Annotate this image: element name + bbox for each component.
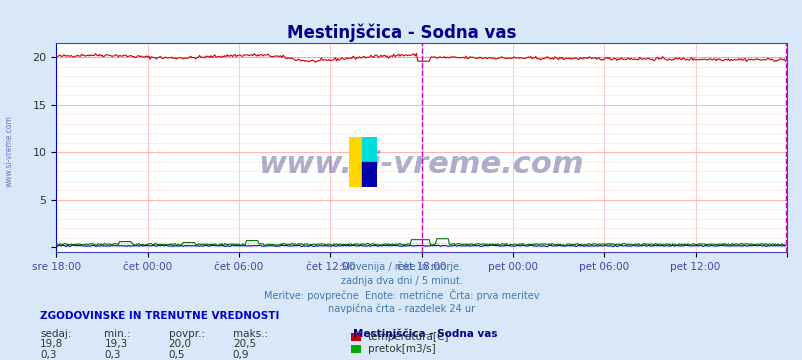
Text: 19,3: 19,3 (104, 339, 128, 350)
Text: zadnja dva dni / 5 minut.: zadnja dva dni / 5 minut. (340, 276, 462, 286)
Text: 0,3: 0,3 (40, 350, 57, 360)
Text: 20,0: 20,0 (168, 339, 192, 350)
Text: temperatura[C]: temperatura[C] (367, 332, 448, 342)
Text: sedaj:: sedaj: (40, 329, 71, 339)
Text: 20,5: 20,5 (233, 339, 256, 350)
Text: min.:: min.: (104, 329, 131, 339)
Polygon shape (349, 137, 362, 187)
Text: pretok[m3/s]: pretok[m3/s] (367, 344, 435, 354)
Text: 0,3: 0,3 (104, 350, 121, 360)
Text: Mestinjščica - Sodna vas: Mestinjščica - Sodna vas (286, 23, 516, 42)
Polygon shape (362, 137, 377, 162)
Text: Mestinjščica - Sodna vas: Mestinjščica - Sodna vas (353, 329, 497, 339)
Text: maks.:: maks.: (233, 329, 268, 339)
Text: Slovenija / reke in morje.: Slovenija / reke in morje. (341, 262, 461, 272)
Text: www.si-vreme.com: www.si-vreme.com (258, 150, 584, 179)
Text: povpr.:: povpr.: (168, 329, 205, 339)
Text: www.si-vreme.com: www.si-vreme.com (5, 115, 14, 187)
Text: Meritve: povprečne  Enote: metrične  Črta: prva meritev: Meritve: povprečne Enote: metrične Črta:… (263, 289, 539, 301)
Text: 0,5: 0,5 (168, 350, 185, 360)
Polygon shape (362, 162, 377, 187)
Text: ZGODOVINSKE IN TRENUTNE VREDNOSTI: ZGODOVINSKE IN TRENUTNE VREDNOSTI (40, 311, 279, 321)
Text: navpična črta - razdelek 24 ur: navpična črta - razdelek 24 ur (327, 303, 475, 314)
Text: 0,9: 0,9 (233, 350, 249, 360)
Text: 19,8: 19,8 (40, 339, 63, 350)
